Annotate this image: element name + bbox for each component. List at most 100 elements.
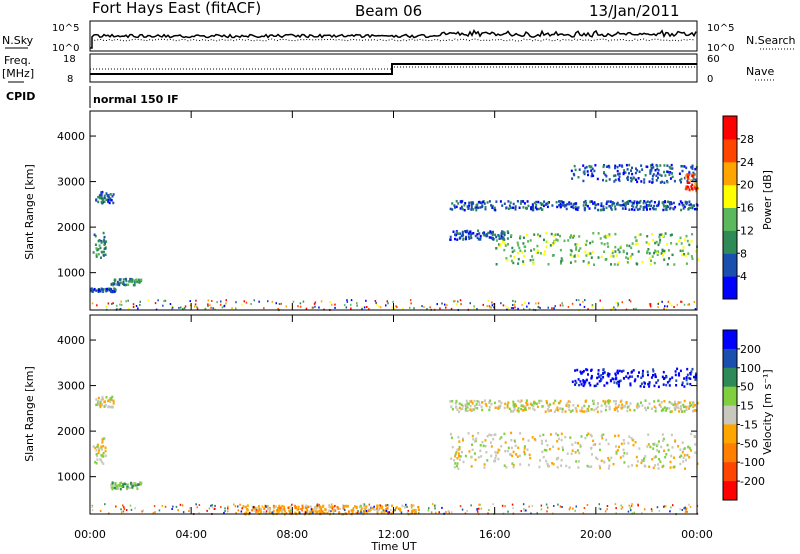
heatmap-cell (131, 486, 134, 489)
colorbar-tick-label: 12 (740, 224, 754, 237)
heatmap-cell (428, 507, 430, 510)
heatmap-cell (670, 410, 673, 413)
heatmap-cell (481, 401, 484, 404)
heatmap-cell (572, 404, 575, 407)
heatmap-cell (483, 466, 486, 469)
x-axis-label: Time UT (370, 540, 416, 553)
heatmap-cell (672, 403, 675, 406)
heatmap-cell (454, 452, 457, 456)
heatmap-cell (562, 448, 564, 452)
heatmap-cell (463, 208, 466, 212)
heatmap-cell (659, 164, 662, 167)
heatmap-cell (477, 206, 480, 210)
heatmap-cell (688, 170, 691, 174)
heatmap-cell (681, 203, 684, 207)
heatmap-cell (123, 507, 126, 510)
heatmap-cell (684, 185, 687, 189)
heatmap-cell (498, 437, 501, 441)
heatmap-cell (458, 458, 461, 461)
heatmap-cell (654, 208, 657, 211)
heatmap-cell (608, 235, 611, 238)
y-tick-label: 2000 (57, 425, 85, 438)
heatmap-cell (120, 307, 122, 310)
heatmap-cell (355, 511, 358, 515)
heatmap-cell (575, 207, 578, 211)
heatmap-cell (512, 307, 514, 310)
heatmap-cell (107, 199, 110, 202)
heatmap-cell (466, 510, 468, 513)
freq-unit: [MHz] (2, 67, 34, 80)
heatmap-cell (401, 504, 404, 508)
heatmap-cell (665, 383, 668, 387)
heatmap-cell (334, 504, 336, 507)
heatmap-cell (492, 437, 495, 441)
heatmap-cell (683, 447, 686, 450)
heatmap-cell (350, 303, 352, 306)
heatmap-cell (539, 434, 542, 438)
x-tick-label: 12:00 (378, 528, 410, 541)
heatmap-cell (574, 379, 577, 383)
heatmap-cell (620, 507, 623, 510)
heatmap-cell (455, 231, 458, 234)
heatmap-cell (662, 234, 664, 238)
heatmap-cell (507, 243, 509, 246)
heatmap-cell (464, 408, 467, 411)
heatmap-cell (459, 455, 462, 458)
heatmap-cell (476, 407, 479, 410)
heatmap-cell (400, 511, 403, 514)
heatmap-cell (642, 208, 645, 211)
heatmap-cell (110, 199, 113, 202)
heatmap-cell (637, 250, 640, 253)
heatmap-cell (312, 511, 314, 514)
heatmap-cell (651, 166, 654, 170)
heatmap-cell (616, 449, 619, 452)
heatmap-cell (504, 449, 507, 453)
heatmap-cell (618, 250, 621, 254)
heatmap-cell (578, 249, 580, 252)
heatmap-cell (254, 506, 257, 510)
heatmap-cell (546, 462, 549, 466)
heatmap-cell (90, 289, 93, 293)
heatmap-cell (607, 402, 610, 405)
heatmap-cell (608, 399, 611, 403)
heatmap-cell (600, 242, 603, 245)
heatmap-cell (644, 382, 646, 385)
heatmap-cell (681, 253, 684, 257)
heatmap-cell (695, 372, 697, 375)
heatmap-cell (373, 508, 376, 511)
heatmap-cell (524, 405, 527, 408)
heatmap-cell (221, 306, 224, 309)
heatmap-cell (494, 451, 497, 454)
heatmap-cell (614, 373, 617, 377)
heatmap-cell (533, 248, 536, 251)
heatmap-cell (271, 300, 274, 303)
heatmap-cell (528, 308, 531, 311)
heatmap-cell (102, 250, 105, 254)
heatmap-cell (235, 301, 237, 304)
heatmap-cell (659, 181, 662, 184)
heatmap-cell (488, 433, 491, 436)
heatmap-cell (456, 462, 459, 465)
heatmap-cell (606, 165, 609, 168)
heatmap-cell (603, 371, 606, 374)
heatmap-cell (449, 207, 452, 211)
heatmap-cell (621, 199, 624, 203)
heatmap-cell (415, 509, 418, 511)
heatmap-cell (657, 467, 660, 470)
heatmap-cell (495, 247, 498, 250)
heatmap-cell (650, 508, 653, 511)
heatmap-cell (496, 451, 499, 454)
heatmap-cell (119, 303, 121, 306)
heatmap-cell (592, 399, 595, 403)
heatmap-cell (600, 404, 603, 407)
heatmap-cell (649, 172, 652, 175)
heatmap-cell (595, 456, 598, 459)
heatmap-cell (125, 300, 127, 303)
heatmap-cell (285, 512, 288, 515)
heatmap-cell (623, 170, 626, 174)
heatmap-cell (683, 253, 686, 256)
heatmap-cell (629, 402, 632, 405)
heatmap-cell (525, 399, 528, 402)
heatmap-cell (688, 407, 690, 410)
heatmap-cell (627, 200, 630, 203)
